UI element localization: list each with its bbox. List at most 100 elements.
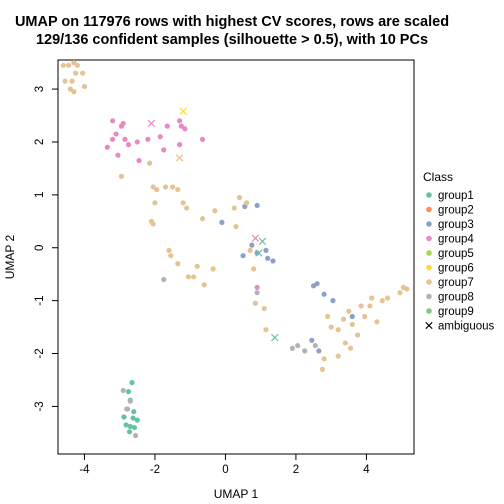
legend-label-group4: group4 — [438, 234, 474, 246]
group4-point — [110, 118, 116, 124]
group4-point — [104, 144, 110, 150]
group7-point — [169, 184, 176, 190]
group3-point — [349, 313, 355, 320]
legend-key-group5 — [426, 250, 432, 256]
y-tick-label: 2 — [34, 139, 46, 145]
group7-point — [60, 62, 66, 68]
legend-label-group7: group7 — [438, 277, 474, 289]
group7-point — [342, 340, 348, 346]
group7-point — [328, 324, 334, 330]
group7-point — [74, 62, 80, 68]
group7-point — [251, 266, 257, 272]
group7-point — [147, 160, 153, 166]
group7-point — [261, 305, 267, 312]
group7-point — [340, 316, 347, 322]
plot-frame — [57, 59, 415, 455]
group7-point — [231, 205, 237, 211]
legend-key-group7 — [426, 279, 432, 285]
group3-point — [270, 258, 276, 264]
x-axis-label: UMAP 1 — [214, 487, 259, 501]
legend: Class group1 group2 group3 group4 group5 grou… — [423, 170, 495, 333]
x-tick-label: 0 — [222, 464, 228, 476]
group7-point — [243, 200, 250, 206]
group1-point — [121, 414, 127, 420]
x-tick-label: -2 — [150, 464, 160, 476]
group7-point — [374, 319, 380, 325]
group7-point — [379, 298, 385, 304]
group7-point — [335, 327, 341, 333]
group3-point — [265, 255, 271, 261]
x-axis: -4 -2 0 2 4 — [79, 454, 370, 476]
group7-point — [81, 83, 88, 90]
group3-point — [219, 219, 225, 225]
group7-point — [118, 173, 125, 179]
y-axis-label: UMAP 2 — [3, 234, 17, 279]
legend-key-group9 — [426, 308, 432, 314]
group7-point — [247, 247, 253, 253]
legend-key-group3 — [426, 221, 432, 227]
legend-label-group2: group2 — [438, 205, 474, 217]
group7-point — [73, 70, 79, 76]
group7-point — [362, 313, 368, 320]
y-tick-label: 1 — [34, 192, 46, 198]
group7-point — [404, 286, 410, 292]
group4-point — [177, 142, 183, 148]
group1-point — [131, 424, 138, 431]
group7-point — [252, 300, 258, 306]
group7-point — [346, 308, 352, 314]
group1-point — [127, 423, 133, 430]
group7-point — [71, 89, 77, 95]
group4-point — [115, 152, 121, 158]
legend-title: Class — [423, 170, 453, 184]
group7-point — [175, 186, 181, 193]
group3-point — [316, 348, 322, 354]
group1-point — [126, 429, 133, 435]
group7-point — [319, 366, 325, 372]
ambiguous-point — [179, 107, 187, 116]
group7-point — [80, 70, 86, 76]
legend-label-group6: group6 — [438, 263, 474, 275]
group4-point — [254, 284, 260, 291]
y-tick-label: 3 — [34, 86, 46, 92]
group7-point — [65, 62, 72, 68]
group8-point — [161, 276, 167, 283]
group8-point — [254, 290, 260, 296]
group4-point — [125, 142, 132, 148]
group4-point — [110, 136, 116, 142]
group4-point — [177, 118, 183, 124]
group4-point — [134, 139, 140, 145]
group4-point — [122, 136, 128, 142]
legend-label-group9: group9 — [438, 306, 474, 318]
legend-label-group5: group5 — [438, 248, 474, 260]
group7-point — [335, 353, 341, 359]
legend-label-group8: group8 — [438, 292, 474, 304]
legend-key-group8 — [426, 293, 432, 300]
group3-point — [240, 253, 246, 259]
legend-key-group4 — [426, 235, 432, 242]
group7-point — [191, 274, 197, 280]
group4-point — [182, 126, 188, 132]
group7-point — [69, 78, 75, 84]
group7-point — [199, 216, 206, 222]
group7-point — [168, 253, 174, 259]
group4-point — [136, 157, 142, 164]
y-tick-label: -1 — [34, 296, 46, 306]
group7-point — [397, 290, 403, 296]
group1-point — [129, 380, 135, 386]
group8-point — [295, 342, 301, 349]
group8-point — [132, 432, 139, 439]
group3-point — [321, 291, 327, 297]
group8-point — [289, 345, 295, 351]
group7-point — [148, 218, 155, 224]
data-points — [60, 60, 410, 439]
y-axis: -3 -2 -1 0 1 2 3 — [34, 86, 58, 412]
group7-point — [358, 303, 364, 309]
group7-point — [212, 208, 218, 214]
ambiguous-point — [255, 249, 263, 257]
group7-point — [201, 282, 207, 288]
group7-point — [166, 247, 172, 253]
chart-title-line-1: UMAP on 117976 rows with highest CV scor… — [15, 14, 449, 30]
group3-point — [330, 298, 336, 304]
group8-point — [312, 342, 318, 349]
group1-point — [123, 422, 129, 428]
